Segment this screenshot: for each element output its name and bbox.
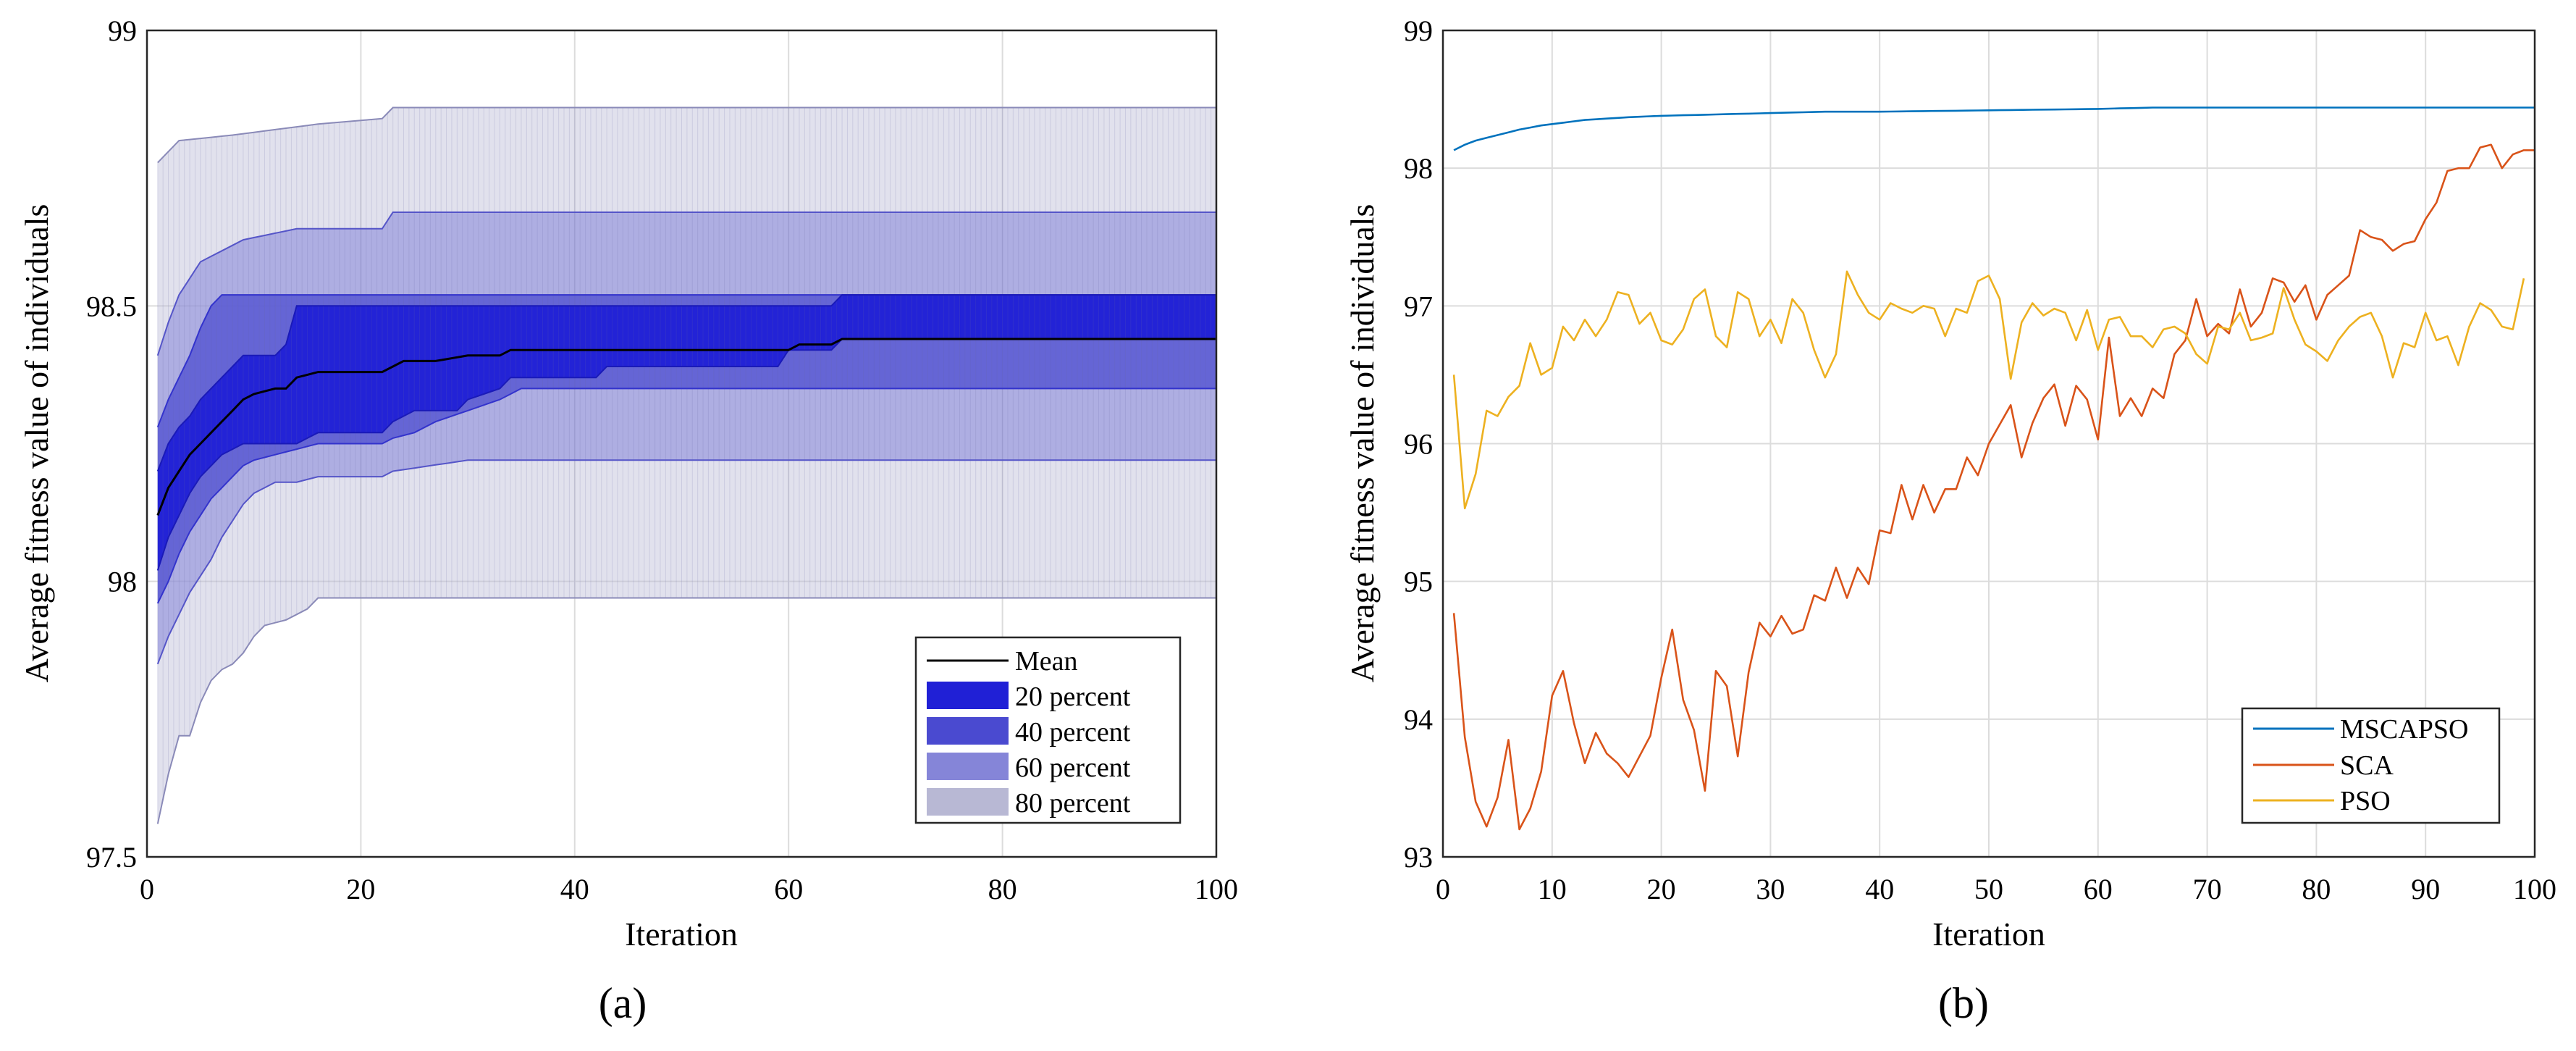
panel-b-series-lines — [1452, 106, 2535, 831]
panel-b-x-axis-label: Iteration — [1932, 916, 2045, 952]
band20-area — [157, 295, 1216, 571]
legend-swatch-20-percent — [927, 682, 1009, 709]
panel-a-axes-box — [146, 29, 1218, 858]
y-tick-label: 98 — [1404, 152, 1433, 185]
y-tick-label: 98.5 — [86, 290, 137, 322]
x-tick-label: 0 — [1436, 873, 1450, 905]
legend-label-40-percent: 40 percent — [1015, 717, 1131, 748]
legend-swatch-80-percent — [927, 788, 1009, 816]
legend-label-60-percent: 60 percent — [1015, 753, 1131, 783]
panel-a-y-tick-labels: 97.5 98 98.5 99 — [86, 14, 137, 874]
x-tick-label: 50 — [1974, 873, 2003, 905]
panel-a-percentile-bands — [157, 107, 1216, 824]
legend-label-20-percent: 20 percent — [1015, 682, 1131, 712]
legend-label-mean: Mean — [1015, 646, 1078, 677]
mscapso-line — [1453, 106, 2535, 151]
x-tick-label: 40 — [560, 873, 589, 905]
legend-label-mscapso: MSCAPSO — [2340, 714, 2468, 745]
x-tick-label: 100 — [1195, 873, 1238, 905]
y-tick-label: 98 — [108, 566, 137, 598]
panel-b-x-tick-labels: 0 10 20 30 40 50 60 70 80 90 100 — [1436, 873, 2556, 905]
panel-a-vertical-hatching — [157, 107, 1217, 824]
panel-b-legend: MSCAPSO SCA PSO — [2241, 707, 2501, 824]
legend-label-sca: SCA — [2340, 750, 2394, 781]
band60-upper-edge — [156, 212, 1216, 356]
panel-b-y-tick-labels: 93 94 95 96 97 98 99 — [1404, 14, 1433, 874]
x-tick-label: 20 — [1647, 873, 1676, 905]
band20-upper-edge — [156, 294, 1216, 472]
x-tick-label: 10 — [1538, 873, 1567, 905]
mean-line — [156, 338, 1216, 516]
panel-a-legend: Mean 20 percent 40 percent 60 percent 80… — [914, 636, 1182, 824]
x-tick-label: 80 — [988, 873, 1017, 905]
panel-b-label: (b) — [1938, 979, 1989, 1027]
band80-upper-edge — [157, 106, 1216, 164]
band40-lower-edge — [156, 388, 1216, 604]
y-tick-label: 99 — [1404, 14, 1433, 47]
y-tick-label: 93 — [1404, 841, 1433, 874]
panel-b-axes-box — [1441, 29, 2536, 858]
y-tick-label: 97 — [1404, 290, 1433, 322]
x-tick-label: 90 — [2411, 873, 2440, 905]
panel-b-y-axis-label: Average fitness value of individuals — [1344, 204, 1381, 683]
y-tick-label: 99 — [108, 14, 137, 47]
x-tick-label: 70 — [2193, 873, 2222, 905]
x-tick-label: 0 — [140, 873, 154, 905]
y-tick-label: 95 — [1404, 566, 1433, 598]
legend-swatch-60-percent — [927, 753, 1009, 780]
x-tick-label: 20 — [346, 873, 375, 905]
legend-swatch-40-percent — [927, 717, 1009, 745]
y-tick-label: 97.5 — [86, 841, 137, 874]
panel-a-x-axis-label: Iteration — [625, 916, 738, 952]
legend-label-pso: PSO — [2340, 786, 2391, 816]
band60-lower-edge — [156, 459, 1216, 665]
band80-lower-edge — [156, 597, 1216, 824]
x-tick-label: 60 — [774, 873, 803, 905]
x-tick-label: 80 — [2302, 873, 2331, 905]
x-tick-label: 60 — [2084, 873, 2113, 905]
panel-a-label: (a) — [599, 979, 647, 1027]
x-tick-label: 40 — [1865, 873, 1894, 905]
pso-line — [1452, 270, 2525, 510]
panel-a-y-axis-label: Average fitness value of individuals — [18, 204, 55, 683]
x-tick-label: 100 — [2513, 873, 2556, 905]
panel-a-lines — [156, 106, 1216, 824]
panel-a-band-chart: 0 20 40 60 80 100 97.5 98 98.5 99 Iteration Aver… — [18, 14, 1238, 1027]
y-tick-label: 94 — [1404, 703, 1433, 736]
panel-a-x-tick-labels: 0 20 40 60 80 100 — [140, 873, 1238, 905]
y-tick-label: 96 — [1404, 428, 1433, 461]
sca-line — [1452, 143, 2535, 831]
legend-label-80-percent: 80 percent — [1015, 788, 1131, 818]
panel-b-line-chart: 0 10 20 30 40 50 60 70 80 90 100 93 94 95 96 97 98 99 It… — [1344, 14, 2556, 1027]
x-tick-label: 30 — [1756, 873, 1785, 905]
